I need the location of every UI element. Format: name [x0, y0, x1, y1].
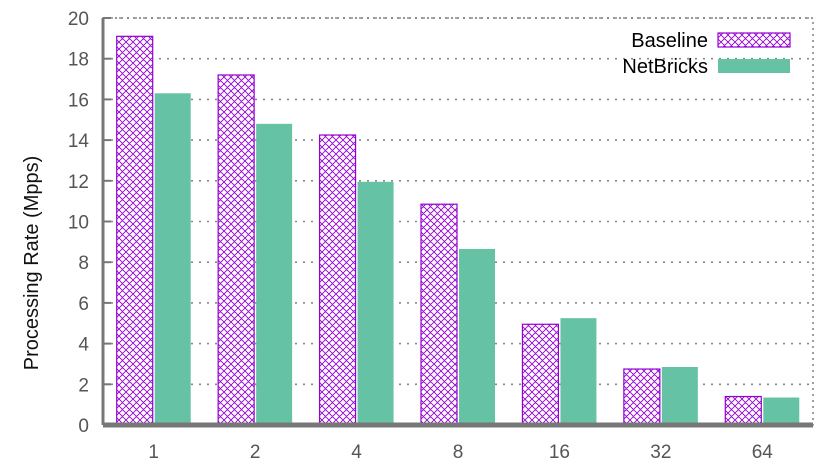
x-tick-label: 8 — [453, 442, 464, 463]
axes — [101, 17, 814, 428]
y-tick-label: 2 — [78, 375, 89, 396]
x-tick-label: 4 — [351, 442, 362, 463]
legend-swatch-netbricks — [718, 59, 790, 73]
y-tick-label: 0 — [78, 416, 89, 437]
legend-swatch-baseline — [717, 32, 791, 48]
y-tick-label: 14 — [68, 131, 90, 152]
x-tick-labels: 1 2 4 8 16 32 64 — [148, 442, 773, 463]
bar-netbricks-8 — [459, 248, 495, 425]
y-tick-label: 4 — [78, 335, 89, 356]
legend-label-baseline: Baseline — [631, 30, 708, 52]
bar-baseline-1 — [116, 35, 154, 426]
bar-baseline-4 — [318, 134, 357, 426]
bars — [116, 35, 800, 426]
bar-netbricks-4 — [357, 181, 394, 425]
y-tick-label: 6 — [78, 294, 89, 315]
x-tick-label: 2 — [250, 442, 261, 463]
y-tick-label: 10 — [68, 213, 89, 234]
y-tick-label: 12 — [68, 172, 89, 193]
bar-netbricks-1 — [154, 93, 191, 426]
bar-netbricks-2 — [256, 123, 293, 425]
legend-label-netbricks: NetBricks — [622, 56, 708, 78]
y-tick-label: 18 — [68, 50, 89, 71]
y-tick-label: 8 — [78, 253, 89, 274]
bar-baseline-16 — [521, 323, 560, 426]
plot-border — [102, 17, 814, 426]
legend: Baseline NetBricks — [622, 30, 791, 78]
bar-baseline-64 — [724, 395, 762, 426]
bar-netbricks-16 — [560, 318, 597, 425]
y-tick-label: 20 — [68, 9, 89, 30]
bar-baseline-32 — [623, 368, 661, 426]
x-tick-label: 16 — [549, 442, 570, 463]
y-tick-label: 16 — [68, 90, 89, 111]
x-tick-label: 64 — [752, 442, 774, 463]
x-tick-label: 32 — [650, 442, 671, 463]
x-tick-label: 1 — [148, 442, 159, 463]
bar-baseline-2 — [217, 74, 255, 426]
y-axis-label: Processing Rate (Mpps) — [21, 156, 43, 371]
bar-netbricks-32 — [661, 367, 698, 425]
bar-baseline-8 — [420, 203, 458, 426]
y-tick-labels: 0 2 4 6 8 10 12 14 16 18 20 — [68, 9, 90, 437]
bar-netbricks-64 — [763, 397, 800, 425]
